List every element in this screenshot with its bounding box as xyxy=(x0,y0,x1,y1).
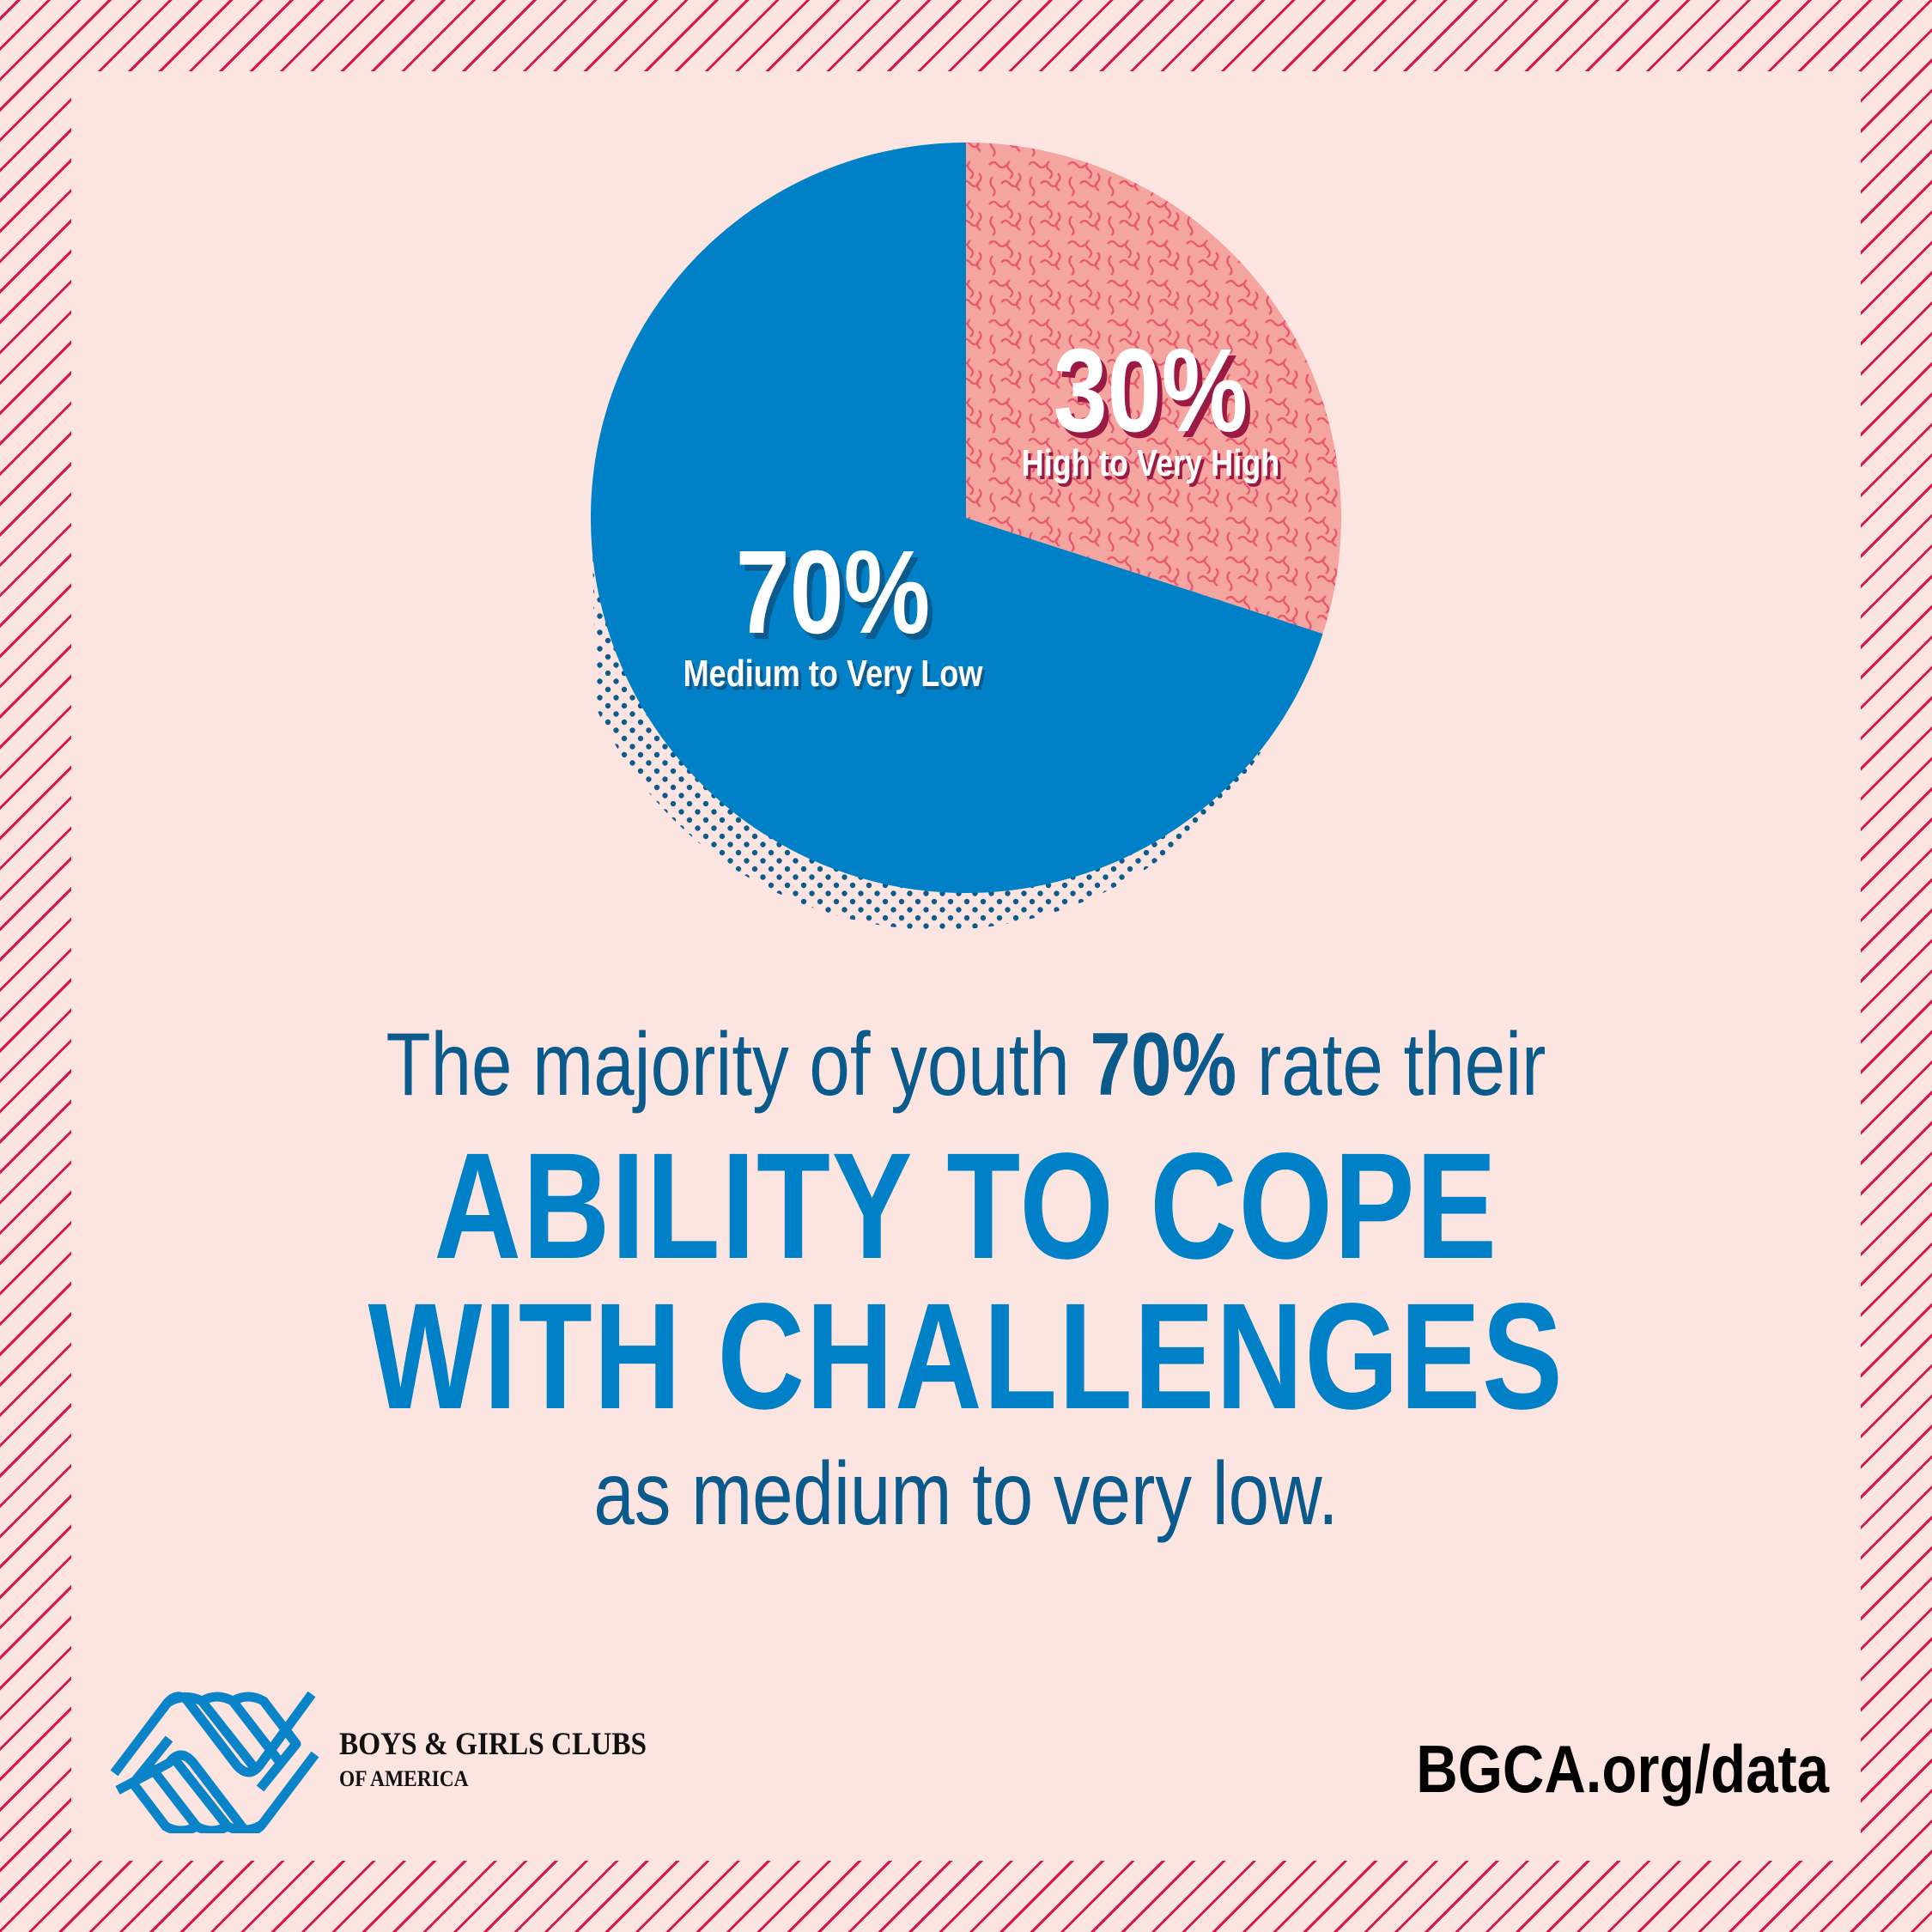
slice-low-label: Medium to Very Low xyxy=(683,653,983,695)
data-url-link[interactable]: BGCA.org/data xyxy=(1416,1731,1829,1807)
headline-line-2: ABILITY TO COPE xyxy=(434,1122,1498,1291)
headline-line-4: as medium to very low. xyxy=(593,1444,1339,1544)
headline-highlight-percent: 70% xyxy=(1090,1015,1237,1115)
slice-high-label: High to Very High xyxy=(1021,442,1280,484)
slice-high-percent: 30% xyxy=(1053,325,1249,457)
headline-line-1: The majority of youth 70% rate their xyxy=(174,1013,1759,1116)
pie-chart: 70% Medium to Very Low 30% High to Very … xyxy=(0,0,1932,945)
org-name-line-1: BOYS & GIRLS CLUBS xyxy=(339,1727,647,1762)
handshake-logo-icon xyxy=(107,1687,322,1836)
headline-pre: The majority of youth xyxy=(386,1015,1091,1115)
org-name-line-2: OF AMERICA xyxy=(339,1766,469,1791)
organization-name: BOYS & GIRLS CLUBS OF AMERICA xyxy=(339,1726,681,1795)
slice-low-percent: 70% xyxy=(735,526,931,659)
headline-post: rate their xyxy=(1236,1015,1546,1115)
headline-line-3: WITH CHALLENGES xyxy=(368,1273,1564,1441)
pie-chart-svg xyxy=(590,143,1341,930)
pie-slice-high-to-very-high xyxy=(966,143,1341,634)
pie-slice-medium-to-very-low xyxy=(590,143,1323,894)
